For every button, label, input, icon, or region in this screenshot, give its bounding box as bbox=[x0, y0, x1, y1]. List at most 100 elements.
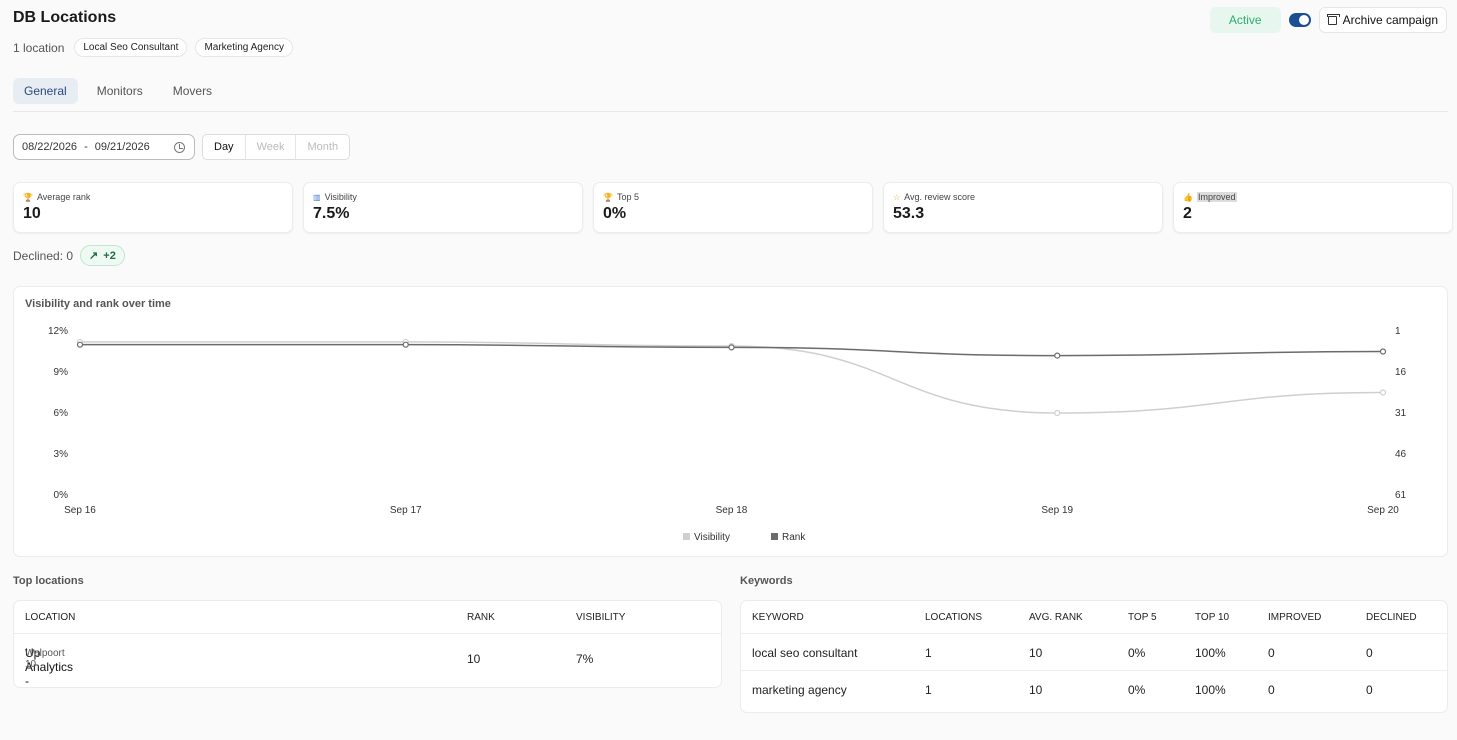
declined-row: Declined: 0 ↗ +2 bbox=[13, 245, 125, 266]
granularity-switch: Day Week Month bbox=[202, 134, 351, 160]
location-address: Walpoort 10 bbox=[25, 648, 65, 670]
tag-chip[interactable]: Local Seo Consultant bbox=[74, 38, 188, 57]
y-right-tick-label: 16 bbox=[1395, 367, 1407, 378]
stat-label: Average rank bbox=[36, 192, 91, 202]
delta-value: +2 bbox=[103, 249, 116, 262]
column-header: KEYWORD bbox=[752, 612, 804, 623]
data-point-rank bbox=[1379, 348, 1387, 355]
column-header: TOP 5 bbox=[1128, 612, 1157, 623]
data-point-rank bbox=[76, 341, 84, 348]
column-header: LOCATION bbox=[25, 612, 76, 623]
table-row[interactable]: Up Analytics - Marketing Agency Walpoort… bbox=[14, 634, 721, 688]
tag-chip[interactable]: Marketing Agency bbox=[195, 38, 293, 57]
data-point-visibility bbox=[1054, 409, 1061, 417]
legend-swatch bbox=[683, 533, 690, 540]
top-locations-table: LOCATION RANK VISIBILITY Up Analytics - … bbox=[13, 600, 722, 688]
y-right-tick-label: 61 bbox=[1395, 490, 1407, 501]
declined-cell: 0 bbox=[1366, 683, 1373, 697]
top-locations-title: Top locations bbox=[13, 575, 84, 587]
declined-cell: 0 bbox=[1366, 646, 1373, 660]
active-toggle[interactable] bbox=[1288, 13, 1311, 27]
column-header: TOP 10 bbox=[1195, 612, 1230, 623]
avg-rank-cell: 10 bbox=[1029, 646, 1043, 660]
archive-campaign-button[interactable]: Archive campaign bbox=[1318, 7, 1447, 33]
data-point-rank bbox=[1054, 352, 1061, 359]
column-header: LOCATIONS bbox=[925, 612, 983, 623]
improved-cell: 0 bbox=[1268, 646, 1275, 660]
stat-card-review-score: ☆ Avg. review score 53.3 bbox=[883, 182, 1163, 233]
tab-bar: General Monitors Movers bbox=[13, 78, 223, 104]
y-right-tick-label: 31 bbox=[1395, 408, 1407, 419]
declined-label: Declined: 0 bbox=[13, 248, 74, 263]
archive-label: Archive campaign bbox=[1342, 13, 1438, 27]
location-name: Up Analytics - Marketing Agency bbox=[25, 646, 74, 688]
locations-cell: 1 bbox=[925, 646, 932, 660]
location-count: 1 location bbox=[13, 40, 65, 55]
header-actions: Active Archive campaign bbox=[1209, 7, 1447, 33]
column-header: VISIBILITY bbox=[576, 612, 626, 623]
x-tick-label: Sep 18 bbox=[716, 505, 748, 516]
column-header: DECLINED bbox=[1366, 612, 1417, 623]
column-header: AVG. RANK bbox=[1029, 612, 1083, 623]
avg-rank-cell: 10 bbox=[1029, 683, 1043, 697]
archive-icon bbox=[1326, 13, 1340, 25]
x-tick-label: Sep 17 bbox=[390, 505, 422, 516]
top10-cell: 100% bbox=[1195, 683, 1226, 697]
clock-icon bbox=[174, 142, 185, 153]
stat-value: 0% bbox=[603, 205, 627, 222]
column-header: RANK bbox=[467, 612, 495, 623]
stat-card-visibility: ▥ Visibility 7.5% bbox=[303, 182, 583, 233]
table-row[interactable]: marketing agency 1 10 0% 100% 0 0 bbox=[741, 671, 1447, 708]
stat-value: 53.3 bbox=[893, 205, 925, 222]
date-start: 08/22/2026 bbox=[22, 141, 78, 153]
date-range-picker[interactable]: 08/22/2026 - 09/21/2026 bbox=[13, 134, 195, 160]
stat-label: Top 5 bbox=[616, 192, 639, 202]
trend-up-icon: ↗ bbox=[89, 250, 99, 262]
table-row[interactable]: local seo consultant 1 10 0% 100% 0 0 bbox=[741, 634, 1447, 671]
granularity-day[interactable]: Day bbox=[203, 135, 246, 159]
y-left-tick-label: 6% bbox=[54, 408, 69, 419]
top5-cell: 0% bbox=[1128, 646, 1146, 660]
y-right-tick-label: 1 bbox=[1395, 326, 1401, 337]
tab-general[interactable]: General bbox=[13, 78, 78, 104]
granularity-week[interactable]: Week bbox=[246, 135, 297, 159]
date-separator: - bbox=[84, 141, 88, 153]
keywords-table: KEYWORD LOCATIONS AVG. RANK TOP 5 TOP 10… bbox=[740, 600, 1448, 713]
tab-movers[interactable]: Movers bbox=[172, 84, 213, 98]
data-point-rank bbox=[402, 341, 409, 348]
legend-swatch bbox=[771, 533, 778, 540]
top5-cell: 0% bbox=[1128, 683, 1146, 697]
date-end: 09/21/2026 bbox=[94, 141, 150, 153]
improved-cell: 0 bbox=[1268, 683, 1275, 697]
chart-title: Visibility and rank over time bbox=[25, 298, 171, 310]
visibility-cell: 7% bbox=[576, 652, 594, 666]
stat-cards: 🏆 Average rank 10 ▥ Visibility 7.5% 🏆 Top 5… bbox=[13, 182, 1453, 233]
legend-label: Rank bbox=[782, 532, 806, 543]
y-right-tick-label: 46 bbox=[1395, 449, 1407, 460]
page-title: DB Locations bbox=[13, 9, 117, 26]
visibility-rank-chart: 12% 9% 6% 3% 0% 1 16 31 46 61 Sep 16 Sep 17 Sep 18 Se… bbox=[48, 326, 1407, 543]
stat-label: Avg. review score bbox=[904, 192, 976, 202]
stat-card-top-5: 🏆 Top 5 0% bbox=[593, 182, 873, 233]
y-left-tick-label: 3% bbox=[54, 449, 69, 460]
star-icon: ☆ bbox=[893, 192, 901, 202]
trophy-icon: 🏆 bbox=[603, 192, 613, 202]
x-tick-label: Sep 19 bbox=[1041, 505, 1073, 516]
delta-badge: ↗ +2 bbox=[80, 245, 125, 266]
status-badge: Active bbox=[1209, 7, 1281, 33]
rank-cell: 10 bbox=[467, 652, 481, 666]
column-header: IMPROVED bbox=[1268, 612, 1322, 623]
legend-label: Visibility bbox=[694, 532, 730, 543]
trophy-icon: 🏆 bbox=[23, 192, 33, 202]
y-left-tick-label: 12% bbox=[48, 326, 68, 337]
tab-monitors[interactable]: Monitors bbox=[96, 84, 143, 98]
stat-card-average-rank: 🏆 Average rank 10 bbox=[13, 182, 293, 233]
top10-cell: 100% bbox=[1195, 646, 1226, 660]
stat-card-improved: 👍 Improved 2 bbox=[1173, 182, 1453, 233]
visibility-rank-chart-card: Visibility and rank over time 12% 9% 6% 3% 0… bbox=[13, 286, 1448, 557]
x-tick-label: Sep 20 bbox=[1367, 505, 1399, 516]
y-left-tick-label: 0% bbox=[54, 490, 69, 501]
granularity-month[interactable]: Month bbox=[307, 141, 339, 153]
data-point-visibility bbox=[1379, 389, 1387, 396]
keywords-title: Keywords bbox=[740, 575, 793, 587]
